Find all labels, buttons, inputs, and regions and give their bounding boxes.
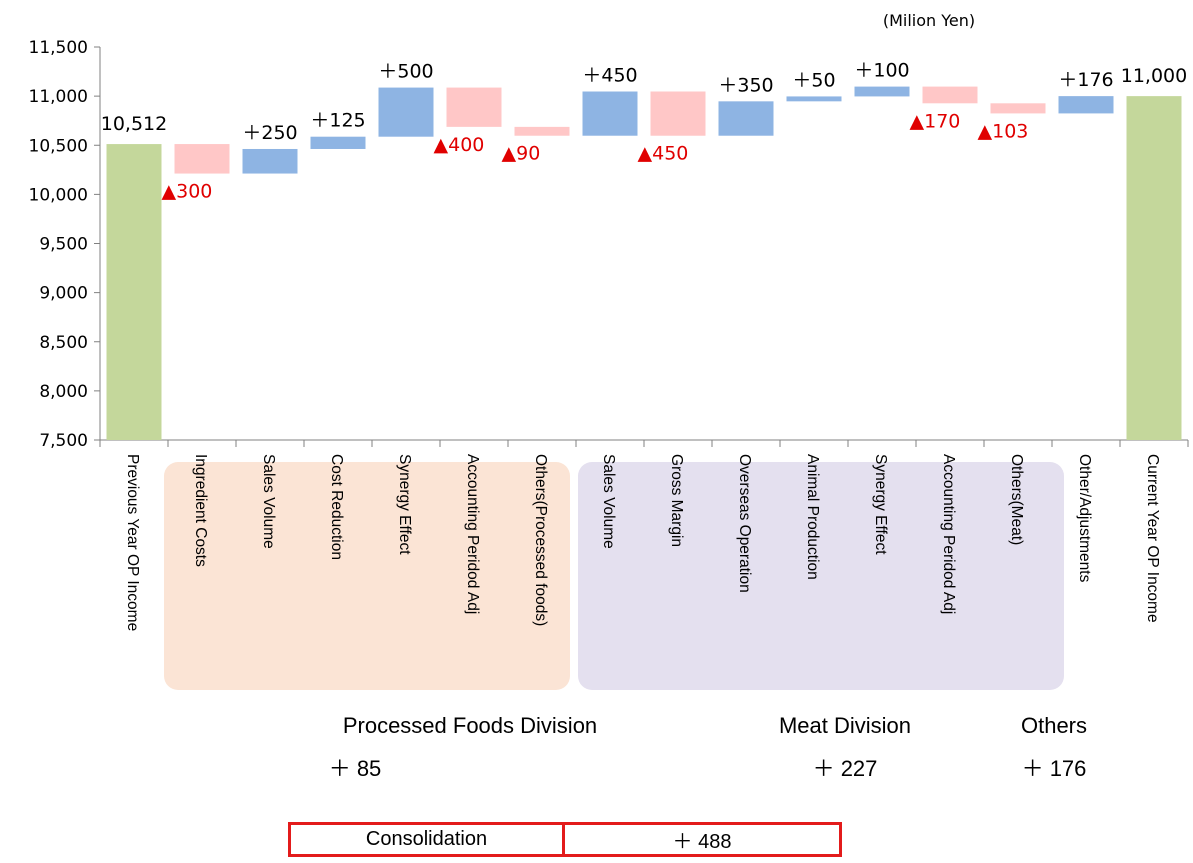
value-label: ＋350 — [718, 74, 773, 96]
division-total: ＋ 176 — [1022, 756, 1087, 781]
category-label: Others(Processed foods) — [532, 454, 549, 626]
category-label: Accounting Peridod Adj — [464, 454, 481, 614]
division-total: ＋ 227 — [813, 756, 878, 781]
category-label: Cost Reduction — [328, 454, 345, 560]
category-label: Sales Volume — [600, 454, 617, 549]
decrease-bar — [922, 86, 978, 104]
category-label: Others(Meat) — [1008, 454, 1025, 545]
increase-bar — [854, 86, 910, 97]
y-tick-label: 9,000 — [39, 284, 88, 304]
y-tick-label: 11,500 — [29, 38, 88, 58]
value-label: ▲170 — [910, 110, 961, 132]
category-label: Animal Production — [804, 454, 821, 580]
total-bar — [106, 144, 162, 441]
category-label: Previous Year OP Income — [124, 454, 141, 631]
y-tick-label: 10,500 — [29, 136, 88, 156]
processed-foods-division-panel — [164, 462, 570, 690]
unit-label: (Milion Yen) — [883, 11, 975, 30]
value-label: ＋50 — [792, 69, 835, 91]
value-label: ▲400 — [434, 134, 485, 156]
category-label: Current Year OP Income — [1144, 454, 1161, 623]
value-label: ＋176 — [1058, 69, 1113, 91]
meat-division-panel — [578, 462, 1064, 690]
value-label: ▲450 — [638, 143, 689, 165]
value-label: ＋450 — [582, 65, 637, 87]
category-label: Ingredient Costs — [192, 454, 209, 567]
increase-bar — [242, 148, 298, 174]
decrease-bar — [174, 144, 230, 174]
value-label: ＋500 — [378, 61, 433, 83]
value-label: ▲300 — [162, 181, 213, 203]
decrease-bar — [446, 87, 502, 127]
value-label: ＋125 — [310, 110, 365, 132]
decrease-bar — [650, 91, 706, 136]
consolidation-value: ＋ 488 — [565, 822, 842, 857]
y-tick-label: 7,500 — [39, 431, 88, 451]
increase-bar — [310, 136, 366, 149]
decrease-bar — [514, 126, 570, 136]
y-tick-label: 11,000 — [29, 87, 88, 107]
decrease-bar — [990, 103, 1046, 114]
category-label: Synergy Effect — [396, 454, 413, 555]
value-label: ▲90 — [502, 143, 541, 165]
increase-bar — [718, 101, 774, 136]
y-tick-label: 10,000 — [29, 185, 88, 205]
y-tick-label: 9,500 — [39, 235, 88, 255]
value-label: ＋250 — [242, 122, 297, 144]
increase-bar — [786, 96, 842, 102]
division-name: Processed Foods Division — [343, 713, 597, 738]
total-bar — [1126, 96, 1182, 440]
consolidation-label: Consolidation — [288, 822, 565, 857]
division-name: Others — [1021, 713, 1087, 738]
consolidation-box: Consolidation ＋ 488 — [288, 822, 842, 857]
increase-bar — [582, 91, 638, 136]
value-label: 11,000 — [1121, 65, 1187, 87]
y-tick-label: 8,000 — [39, 382, 88, 402]
category-label: Accounting Peridod Adj — [940, 454, 957, 614]
category-label: Overseas Operation — [736, 454, 753, 593]
category-label: Sales Volume — [260, 454, 277, 549]
value-label: 10,512 — [101, 113, 167, 135]
y-tick-label: 8,500 — [39, 333, 88, 353]
division-total: ＋ 85 — [329, 756, 382, 781]
category-label: Gross Margin — [668, 454, 685, 547]
category-label: Synergy Effect — [872, 454, 889, 555]
division-name: Meat Division — [779, 713, 911, 738]
value-label: ▲103 — [978, 120, 1029, 142]
increase-bar — [378, 87, 434, 137]
increase-bar — [1058, 96, 1114, 114]
value-label: ＋100 — [854, 60, 909, 82]
category-label: Other/Adjustments — [1076, 454, 1093, 583]
